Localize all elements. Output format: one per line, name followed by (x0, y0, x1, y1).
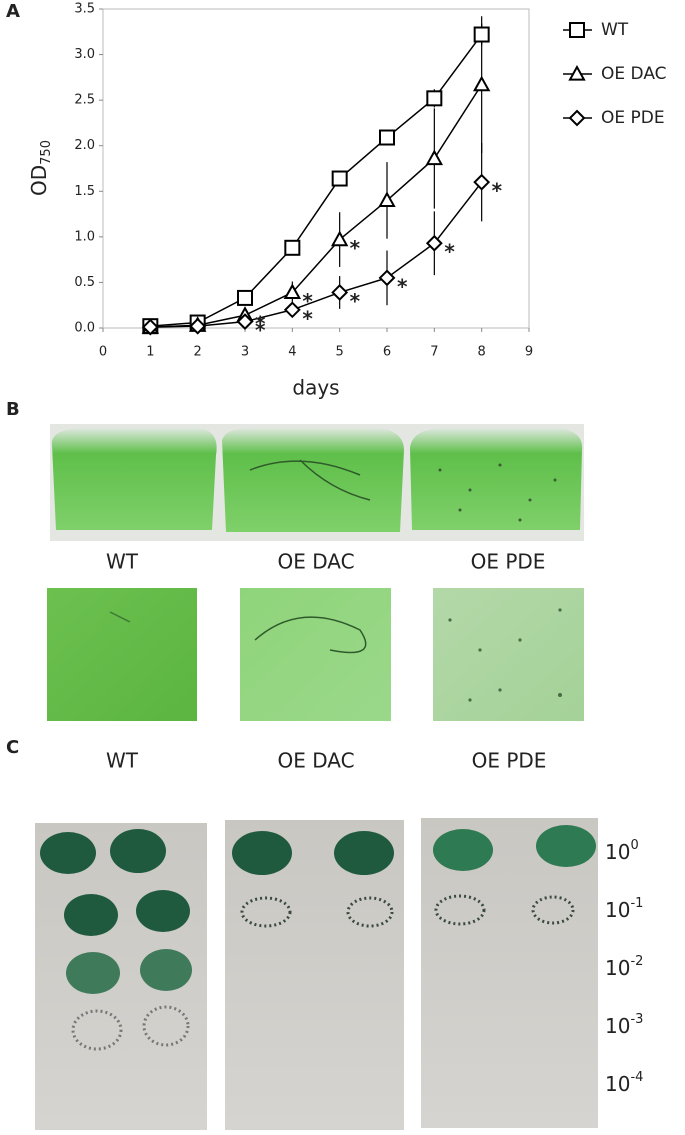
photo-label: OE PDE (471, 550, 546, 574)
photo-label: WT (106, 550, 139, 574)
x-axis-label: days (292, 376, 339, 400)
y-label-subscript: 750 (39, 140, 54, 165)
culture-closeups (47, 588, 584, 721)
series-line (150, 181, 483, 328)
marker (141, 318, 159, 336)
significance-mark: * (350, 236, 361, 260)
significance-mark: * (302, 306, 313, 330)
marker (236, 313, 254, 331)
x-tick-label: 2 (194, 345, 202, 360)
marker (378, 269, 396, 287)
marker (283, 301, 301, 319)
x-tick-label: 4 (288, 345, 296, 360)
marker (472, 75, 491, 92)
marker (284, 239, 301, 256)
marker (283, 283, 302, 300)
plate-label: OE DAC (277, 749, 354, 773)
significance-mark: * (255, 318, 266, 342)
marker (330, 230, 349, 247)
dilution-exponent: -3 (630, 1012, 643, 1027)
marker (473, 26, 490, 43)
legend-marker (568, 109, 586, 127)
x-tick-label: 9 (525, 345, 533, 360)
y-tick-label: 3.0 (74, 47, 95, 62)
marker (331, 170, 348, 187)
panel-label: A (6, 1, 20, 22)
marker (378, 191, 396, 207)
marker (426, 90, 443, 107)
dilution-base: 10 (605, 898, 630, 922)
x-tick-label: 0 (99, 345, 107, 360)
dilution-label: 100 (605, 838, 639, 864)
plate-label: WT (106, 749, 139, 773)
dilution-label: 10-3 (605, 1012, 643, 1038)
marker (425, 149, 444, 166)
series-line (150, 34, 483, 327)
dilution-label: 10-1 (605, 896, 643, 922)
y-tick-label: 1.0 (74, 229, 95, 244)
x-tick-label: 5 (336, 345, 344, 360)
y-tick-label: 3.5 (74, 2, 95, 17)
x-tick-label: 1 (146, 345, 154, 360)
marker (189, 317, 207, 335)
dilution-exponent: -2 (630, 954, 643, 969)
legend-marker (568, 64, 586, 81)
panel-label: B (6, 399, 20, 420)
y-tick-label: 0.0 (74, 321, 95, 336)
y-tick-label: 2.5 (74, 93, 95, 108)
significance-mark: * (397, 274, 408, 298)
y-label-text: OD (27, 165, 51, 196)
dilution-exponent: -4 (630, 1070, 643, 1085)
significance-mark: * (255, 312, 266, 336)
marker (379, 129, 395, 146)
legend-marker (569, 22, 585, 38)
dilution-label: 10-4 (605, 1070, 643, 1096)
significance-mark: * (444, 240, 455, 264)
y-tick-label: 1.5 (74, 184, 95, 199)
dilution-exponent: -1 (630, 896, 643, 911)
significance-mark: * (350, 289, 361, 313)
marker (473, 173, 491, 191)
significance-mark: * (492, 179, 503, 203)
dilution-base: 10 (605, 1014, 630, 1038)
plot-frame (102, 8, 530, 329)
dilution-base: 10 (605, 1072, 630, 1096)
flask-photo (50, 424, 584, 541)
x-tick-label: 7 (430, 345, 438, 360)
marker (331, 284, 349, 301)
plate-label: OE PDE (472, 749, 547, 773)
x-tick-label: 6 (383, 345, 391, 360)
y-tick-label: 0.5 (74, 275, 95, 290)
x-tick-label: 8 (478, 345, 486, 360)
dilution-exponent: 0 (630, 838, 638, 853)
plate-photos (35, 818, 598, 1130)
x-tick-label: 3 (241, 345, 249, 360)
photo-label: OE DAC (277, 550, 354, 574)
panel-label: C (6, 737, 19, 758)
marker (425, 234, 443, 252)
y-tick-label: 2.0 (74, 138, 95, 153)
series-line (150, 84, 483, 328)
legend-label: WT (601, 20, 629, 40)
dilution-base: 10 (605, 840, 630, 864)
marker (237, 289, 253, 306)
dilution-base: 10 (605, 956, 630, 980)
legend-label: OE PDE (601, 108, 665, 128)
legend-label: OE DAC (601, 64, 667, 84)
y-axis-label: OD750 (27, 140, 54, 196)
significance-mark: * (302, 289, 313, 313)
growth-chart: 0.0 0.5 1.0 1.5 2.0 2.5 3.0 3.5 0 1 2 3 4 5 6 7 8 9 days OD… (27, 2, 667, 400)
dilution-label: 10-2 (605, 954, 643, 980)
